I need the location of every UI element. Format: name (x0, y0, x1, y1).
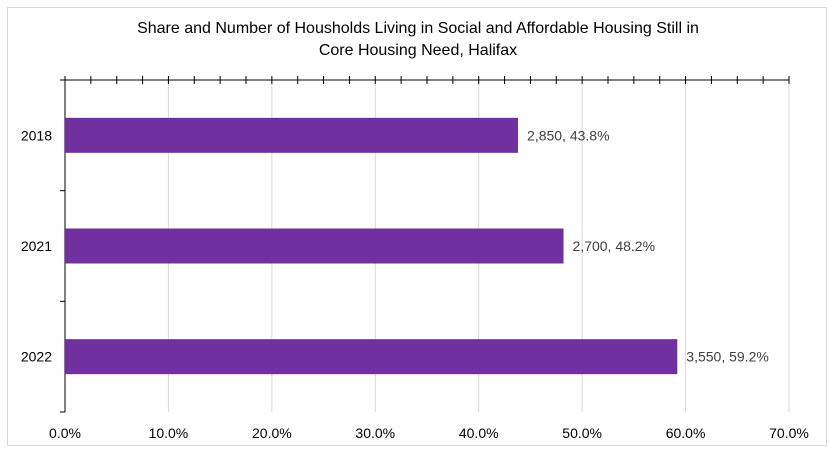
x-tick-label-5: 50.0% (562, 425, 602, 441)
x-tick-label-0: 0.0% (49, 425, 81, 441)
y-category-label-2018: 2018 (21, 127, 52, 143)
chart-title-line-2: Core Housing Need, Halifax (318, 42, 518, 59)
labels: 0.0% 10.0% 20.0% 30.0% 40.0% 50.0% 60.0% 70.0% 2… (21, 127, 809, 441)
bar-2021 (65, 228, 564, 264)
bar-2018 (65, 117, 519, 153)
x-tick-label-2: 20.0% (252, 425, 292, 441)
x-tick-label-1: 10.0% (149, 425, 189, 441)
x-tick-label-4: 40.0% (459, 425, 499, 441)
x-tick-label-6: 60.0% (666, 425, 706, 441)
x-tick-label-3: 30.0% (355, 425, 395, 441)
bars (65, 117, 678, 375)
chart-title-line-1: Share and Number of Housholds Living in … (137, 20, 699, 37)
y-category-label-2021: 2021 (21, 238, 52, 254)
data-label-2022: 3,550, 59.2% (686, 349, 769, 365)
data-label-2018: 2,850, 43.8% (527, 127, 610, 143)
chart-title: Share and Number of Housholds Living in … (0, 18, 836, 62)
data-label-2021: 2,700, 48.2% (573, 238, 656, 254)
x-tick-label-7: 70.0% (769, 425, 809, 441)
bar-2022 (65, 339, 678, 375)
y-category-label-2022: 2022 (21, 349, 52, 365)
